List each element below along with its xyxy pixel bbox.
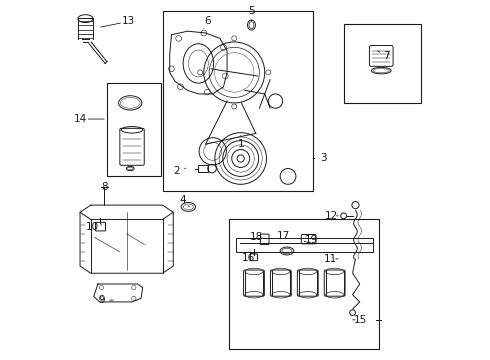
Bar (229, 220, 379, 348)
Text: 1: 1 (237, 139, 244, 149)
Text: 10: 10 (86, 222, 99, 231)
Text: 2: 2 (173, 166, 180, 176)
Text: 8: 8 (101, 182, 108, 192)
Text: 5: 5 (248, 6, 255, 17)
Bar (163, 12, 313, 191)
Text: 4: 4 (180, 195, 186, 205)
Text: 7: 7 (383, 51, 390, 61)
Bar (343, 24, 421, 103)
Text: 12: 12 (324, 211, 338, 221)
Text: 19: 19 (305, 235, 318, 245)
Text: 11: 11 (324, 254, 337, 264)
Bar (107, 83, 161, 176)
Text: 14: 14 (74, 114, 87, 124)
Text: 6: 6 (204, 17, 211, 27)
Text: 9: 9 (98, 295, 105, 305)
Text: 17: 17 (277, 231, 290, 240)
Text: 3: 3 (320, 153, 326, 163)
Text: 13: 13 (122, 17, 135, 27)
Text: 15: 15 (354, 315, 367, 325)
Text: 16: 16 (242, 253, 255, 263)
Text: 18: 18 (250, 232, 263, 242)
